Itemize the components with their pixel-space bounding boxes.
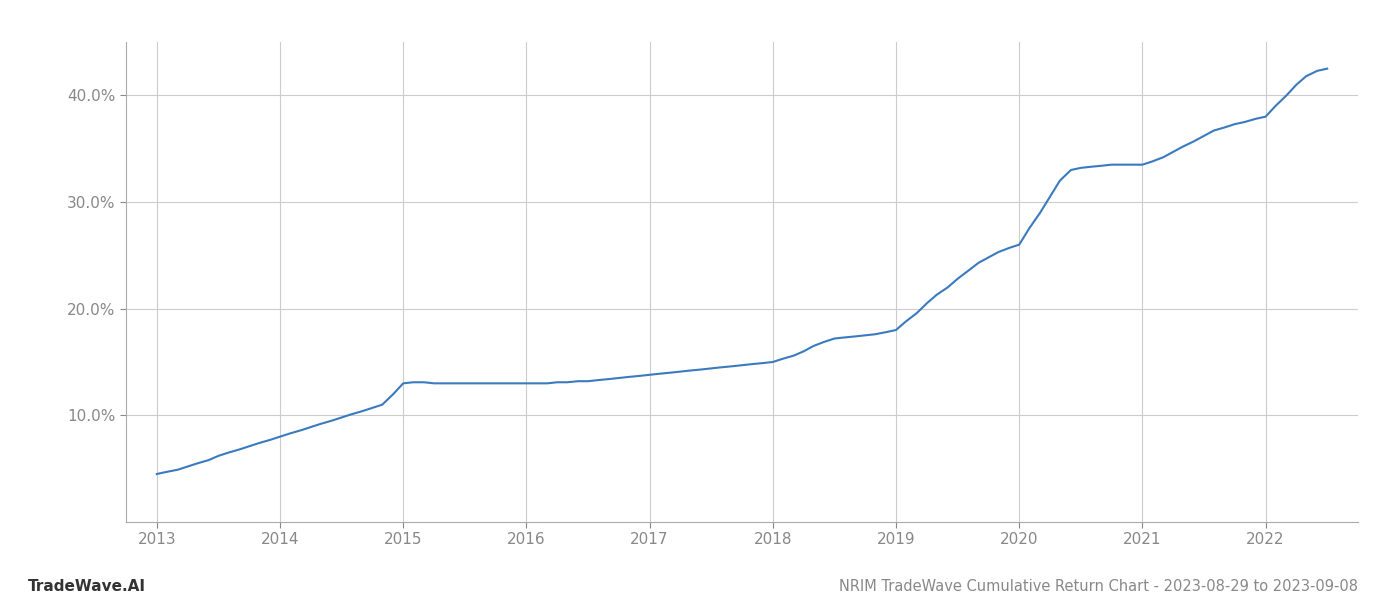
Text: TradeWave.AI: TradeWave.AI xyxy=(28,579,146,594)
Text: NRIM TradeWave Cumulative Return Chart - 2023-08-29 to 2023-09-08: NRIM TradeWave Cumulative Return Chart -… xyxy=(839,579,1358,594)
